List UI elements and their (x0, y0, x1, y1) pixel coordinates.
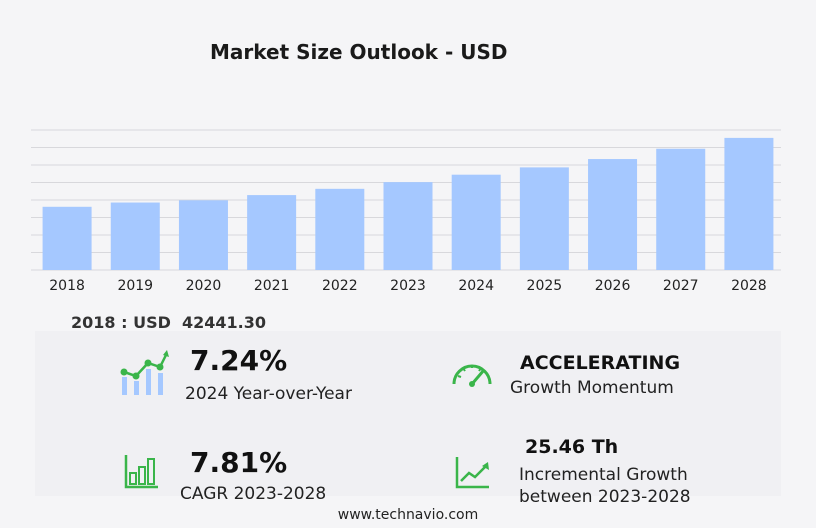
incremental-value: 25.46 Th (525, 436, 619, 458)
bar-2026 (588, 159, 638, 270)
x-tick-label: 2019 (117, 278, 153, 294)
x-tick-label: 2028 (731, 278, 767, 294)
bar-chart: 2018 2019 2020 2021 2022 2023 2024 2025 2026 2027… (31, 129, 781, 294)
x-tick-label: 2024 (458, 278, 494, 294)
chart-title: Market Size Outlook - USD (210, 40, 508, 64)
bar-2018 (42, 206, 92, 270)
x-tick-label: 2025 (527, 278, 563, 294)
bar-2027 (656, 148, 706, 270)
bar-2019 (110, 202, 160, 270)
stats-panel (35, 331, 781, 496)
x-tick-label: 2026 (595, 278, 631, 294)
x-tick-label: 2022 (322, 278, 358, 294)
growth-chart-icon (120, 350, 169, 395)
bar-2023 (383, 182, 433, 270)
bar-2020 (178, 200, 228, 270)
x-tick-label: 2027 (663, 278, 699, 294)
cagr-value: 7.81% (190, 446, 288, 479)
yoy-value: 7.24% (190, 344, 288, 377)
speedometer-icon (452, 364, 492, 387)
bar-2024 (451, 174, 501, 270)
x-tick-label: 2018 (49, 278, 85, 294)
bar-2022 (315, 188, 365, 270)
x-tick-label: 2020 (186, 278, 222, 294)
x-tick-label: 2021 (254, 278, 290, 294)
bar-2025 (519, 167, 569, 270)
base-year-label: 2018 : USD 42441.30 (71, 313, 267, 332)
x-tick-label: 2023 (390, 278, 426, 294)
yoy-label: 2024 Year-over-Year (185, 384, 352, 404)
incremental-label-1: Incremental Growth (519, 465, 688, 485)
bar-2028 (724, 137, 774, 270)
momentum-label: Growth Momentum (510, 378, 674, 398)
cagr-label: CAGR 2023-2028 (180, 484, 327, 504)
incremental-label-2: between 2023-2028 (519, 487, 691, 507)
momentum-value: ACCELERATING (520, 352, 681, 374)
bar-2021 (247, 195, 297, 270)
trend-line-icon (455, 457, 489, 489)
footer-url: www.technavio.com (337, 507, 479, 523)
bar-chart-icon (124, 455, 158, 489)
